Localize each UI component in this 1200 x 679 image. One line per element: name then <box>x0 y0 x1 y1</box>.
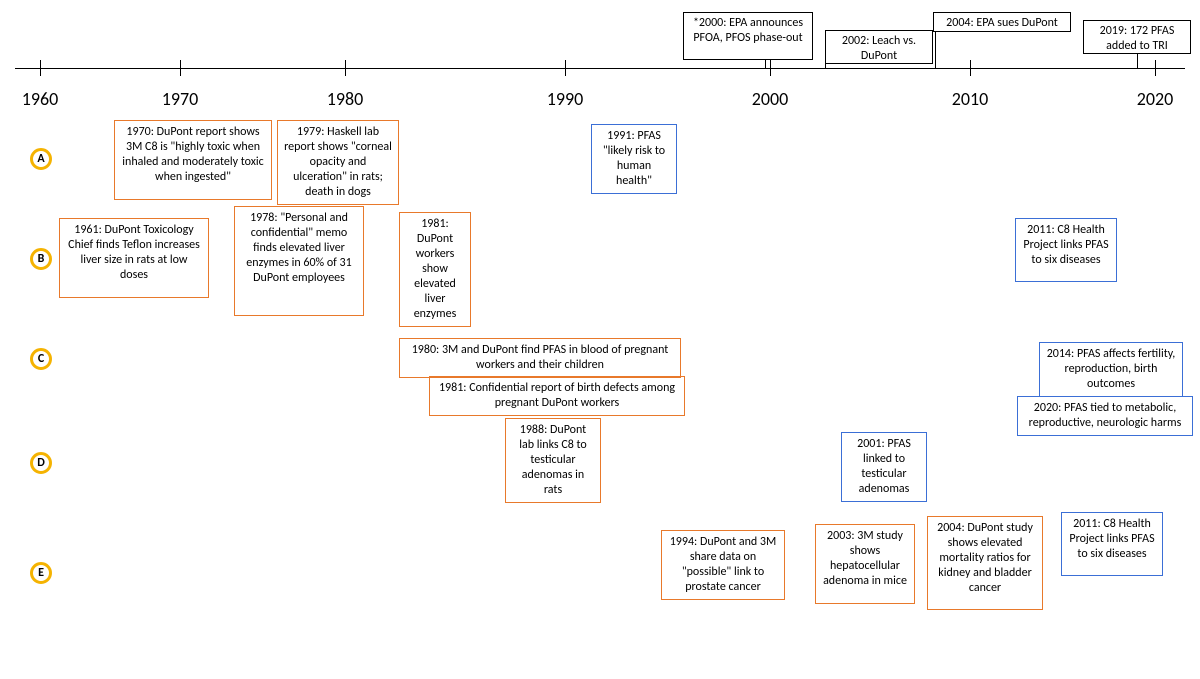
row-badge: D <box>30 452 52 474</box>
axis-tick <box>1155 60 1156 76</box>
event-box: 2004: DuPont study shows elevated mortal… <box>927 516 1043 610</box>
axis-tick-label: 2010 <box>952 88 989 110</box>
row-badge: B <box>30 248 52 270</box>
event-box: 1991: PFAS "likely risk to human health" <box>591 124 677 194</box>
event-box: 2014: PFAS affects fertility, reproducti… <box>1039 342 1183 397</box>
header-connector <box>935 32 936 68</box>
event-box: 1994: DuPont and 3M share data on "possi… <box>661 530 785 600</box>
event-box: 2001: PFAS linked to testicular adenomas <box>841 432 927 502</box>
axis-tick-label: 2000 <box>752 88 789 110</box>
row-badge: E <box>30 562 52 584</box>
axis-tick-label: 1960 <box>22 88 59 110</box>
event-box: 1961: DuPont Toxicology Chief finds Tefl… <box>59 218 209 298</box>
event-box: 1979: Haskell lab report shows "corneal … <box>277 120 399 205</box>
axis-tick <box>180 60 181 76</box>
event-box: 1978: "Personal and confidential" memo f… <box>234 206 364 316</box>
event-box: 1980: 3M and DuPont find PFAS in blood o… <box>399 338 681 378</box>
axis-tick-label: 1980 <box>327 88 364 110</box>
event-box: 2020: PFAS tied to metabolic, reproducti… <box>1017 396 1193 436</box>
row-badge: A <box>30 148 52 170</box>
event-box: 1981: Confidential report of birth defec… <box>429 376 685 416</box>
header-event-box: *2000: EPA announces PFOA, PFOS phase-ou… <box>683 12 813 60</box>
axis-tick <box>770 60 771 76</box>
header-event-box: 2004: EPA sues DuPont <box>933 12 1071 32</box>
axis-tick-label: 2020 <box>1137 88 1174 110</box>
header-connector <box>825 64 826 68</box>
row-badge: C <box>30 348 52 370</box>
event-box: 1970: DuPont report shows 3M C8 is "high… <box>114 120 272 200</box>
timeline-axis: 1960197019801990200020102020*2000: EPA a… <box>15 10 1185 100</box>
event-box: 1981: DuPont workers show elevated liver… <box>399 212 471 327</box>
header-connector <box>1137 54 1138 68</box>
axis-tick <box>565 60 566 76</box>
event-box: 1988: DuPont lab links C8 to testicular … <box>505 418 601 503</box>
event-box: 2011: C8 Health Project links PFAS to si… <box>1015 218 1117 282</box>
axis-tick-label: 1990 <box>547 88 584 110</box>
axis-tick-label: 1970 <box>162 88 199 110</box>
axis-tick <box>970 60 971 76</box>
header-connector <box>765 60 766 68</box>
axis-line <box>15 68 1185 69</box>
event-box: 2011: C8 Health Project links PFAS to si… <box>1061 512 1163 576</box>
axis-tick <box>40 60 41 76</box>
event-box: 2003: 3M study shows hepatocellular aden… <box>815 524 915 604</box>
header-event-box: 2019: 172 PFAS added to TRI <box>1083 20 1191 54</box>
axis-tick <box>345 60 346 76</box>
header-event-box: 2002: Leach vs. DuPont <box>825 30 933 64</box>
